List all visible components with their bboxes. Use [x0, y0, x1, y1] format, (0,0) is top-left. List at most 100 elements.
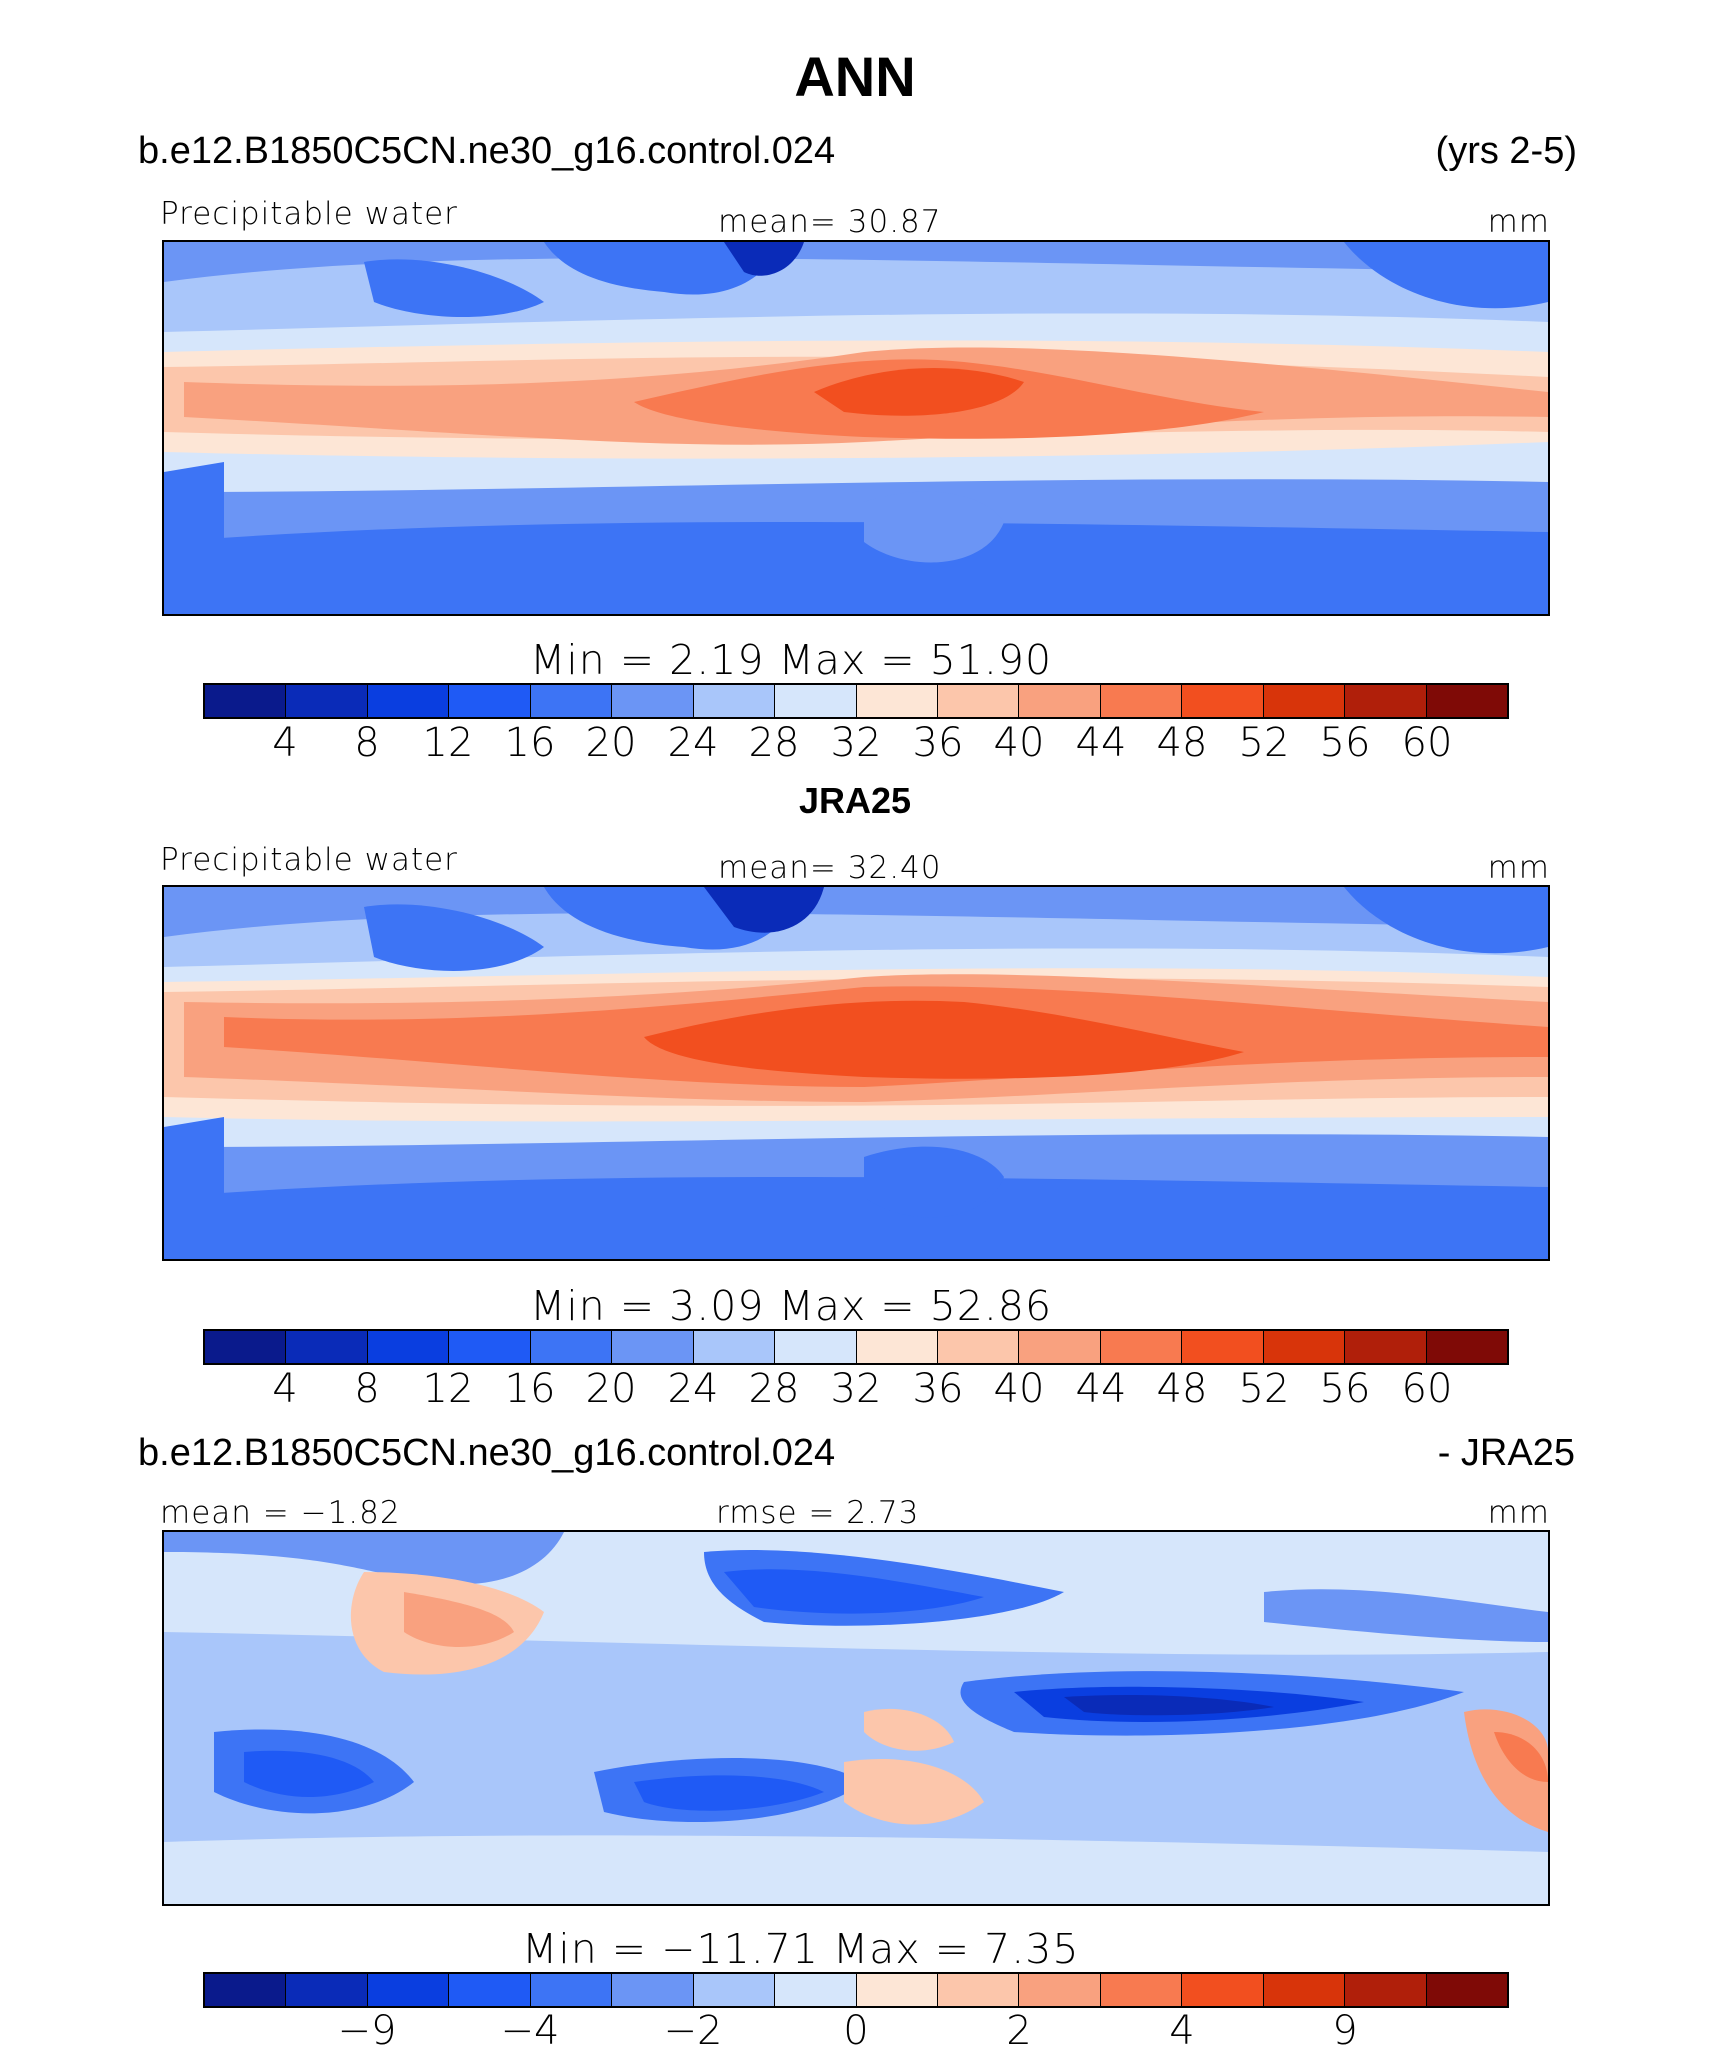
colorbar-swatch — [286, 685, 368, 717]
panel1-case-name: b.e12.B1850C5CN.ne30_g16.control.024 — [138, 130, 836, 172]
panel3-rmse-label: rmse = 2.73 — [716, 1495, 920, 1531]
colorbar-swatch — [205, 1331, 287, 1363]
colorbar-swatch — [775, 1331, 857, 1363]
colorbar-swatch — [205, 685, 287, 717]
colorbar-tick-label: 32 — [830, 1366, 882, 1412]
colorbar-tick-label: 60 — [1401, 720, 1453, 766]
panel1-years: (yrs 2-5) — [1435, 130, 1577, 172]
colorbar-swatch — [856, 685, 938, 717]
panel1-min-max: Min = 2.19 Max = 51.90 — [530, 636, 1053, 684]
colorbar-swatch — [367, 1331, 450, 1363]
colorbar-swatch — [612, 1974, 694, 2006]
colorbar-tick-label: 52 — [1238, 1366, 1290, 1412]
colorbar-swatch — [1182, 1974, 1264, 2006]
colorbar-tick-label: 4 — [272, 1366, 298, 1412]
colorbar-swatch — [1345, 685, 1427, 717]
colorbar-tick-label: −9 — [337, 2008, 397, 2054]
colorbar-swatch — [1263, 1974, 1346, 2006]
panel2-colorbar — [203, 1329, 1509, 1365]
colorbar-tick-label: 20 — [585, 720, 637, 766]
colorbar-swatch — [1100, 685, 1183, 717]
colorbar-tick-label: 56 — [1319, 1366, 1371, 1412]
colorbar-swatch — [449, 1974, 531, 2006]
colorbar-tick-label: 44 — [1075, 1366, 1127, 1412]
colorbar-swatch — [612, 1331, 694, 1363]
colorbar-tick-label: 40 — [993, 1366, 1045, 1412]
colorbar-tick-label: 36 — [912, 1366, 964, 1412]
colorbar-tick-label: 20 — [585, 1366, 637, 1412]
panel1-mean-label: mean= 30.87 — [718, 204, 942, 240]
panel3-map — [162, 1530, 1550, 1906]
colorbar-swatch — [937, 1974, 1020, 2006]
panel3-min-max: Min = −11.71 Max = 7.35 — [522, 1925, 1080, 1973]
colorbar-tick-label: 8 — [354, 1366, 380, 1412]
colorbar-tick-label: 48 — [1156, 720, 1208, 766]
colorbar-swatch — [775, 1974, 857, 2006]
colorbar-swatch — [1100, 1331, 1183, 1363]
panel1-variable-label: Precipitable water — [160, 196, 458, 232]
colorbar-tick-label: 40 — [993, 720, 1045, 766]
colorbar-tick-label: −2 — [663, 2008, 723, 2054]
colorbar-tick-label: 16 — [504, 720, 556, 766]
colorbar-tick-label: 9 — [1332, 2008, 1358, 2054]
colorbar-tick-label: 24 — [667, 1366, 719, 1412]
panel3-difference-field — [164, 1532, 1548, 1904]
panel3-case-name: b.e12.B1850C5CN.ne30_g16.control.024 — [138, 1432, 836, 1474]
colorbar-swatch — [530, 1974, 613, 2006]
colorbar-swatch — [1345, 1974, 1427, 2006]
colorbar-tick-label: 52 — [1238, 720, 1290, 766]
colorbar-tick-label: 32 — [830, 720, 882, 766]
colorbar-swatch — [449, 1331, 531, 1363]
colorbar-tick-label: 0 — [843, 2008, 869, 2054]
colorbar-swatch — [1426, 685, 1507, 717]
colorbar-tick-label: 8 — [354, 720, 380, 766]
colorbar-swatch — [367, 685, 450, 717]
colorbar-tick-label: 4 — [1169, 2008, 1195, 2054]
colorbar-swatch — [367, 1974, 450, 2006]
colorbar-tick-label: 28 — [748, 1366, 800, 1412]
colorbar-swatch — [1345, 1331, 1427, 1363]
colorbar-swatch — [1019, 685, 1101, 717]
colorbar-swatch — [1019, 1974, 1101, 2006]
colorbar-swatch — [775, 685, 857, 717]
colorbar-tick-label: 12 — [422, 1366, 474, 1412]
colorbar-tick-label: 16 — [504, 1366, 556, 1412]
colorbar-tick-label: 28 — [748, 720, 800, 766]
panel1-contour-field — [164, 242, 1548, 614]
panel2-mean-label: mean= 32.40 — [718, 850, 942, 886]
colorbar-swatch — [286, 1331, 368, 1363]
panel3-units-label: mm — [1487, 1495, 1550, 1531]
colorbar-tick-label: 36 — [912, 720, 964, 766]
colorbar-swatch — [612, 685, 694, 717]
figure-title: ANN — [794, 45, 916, 108]
panel1-colorbar — [203, 683, 1509, 719]
panel1-units-label: mm — [1487, 204, 1550, 240]
panel2-units-label: mm — [1487, 850, 1550, 886]
colorbar-swatch — [937, 685, 1020, 717]
colorbar-swatch — [856, 1331, 938, 1363]
colorbar-swatch — [1263, 685, 1346, 717]
colorbar-tick-label: 60 — [1401, 1366, 1453, 1412]
colorbar-swatch — [937, 1331, 1020, 1363]
panel3-minus-label: - JRA25 — [1437, 1432, 1575, 1474]
colorbar-swatch — [1182, 1331, 1264, 1363]
colorbar-tick-label: 2 — [1006, 2008, 1032, 2054]
panel2-contour-field — [164, 887, 1548, 1259]
colorbar-swatch — [1182, 685, 1264, 717]
colorbar-tick-label: −4 — [500, 2008, 560, 2054]
panel3-colorbar — [203, 1972, 1509, 2008]
colorbar-swatch — [1426, 1331, 1507, 1363]
colorbar-swatch — [1100, 1974, 1183, 2006]
colorbar-tick-label: 12 — [422, 720, 474, 766]
panel2-map — [162, 885, 1550, 1261]
colorbar-swatch — [286, 1974, 368, 2006]
colorbar-swatch — [1263, 1331, 1346, 1363]
panel1-map — [162, 240, 1550, 616]
colorbar-swatch — [205, 1974, 287, 2006]
panel3-mean-label: mean = −1.82 — [160, 1495, 401, 1531]
colorbar-swatch — [1019, 1331, 1101, 1363]
colorbar-tick-label: 4 — [272, 720, 298, 766]
colorbar-swatch — [449, 685, 531, 717]
colorbar-swatch — [693, 685, 776, 717]
panel2-title: JRA25 — [798, 780, 912, 821]
